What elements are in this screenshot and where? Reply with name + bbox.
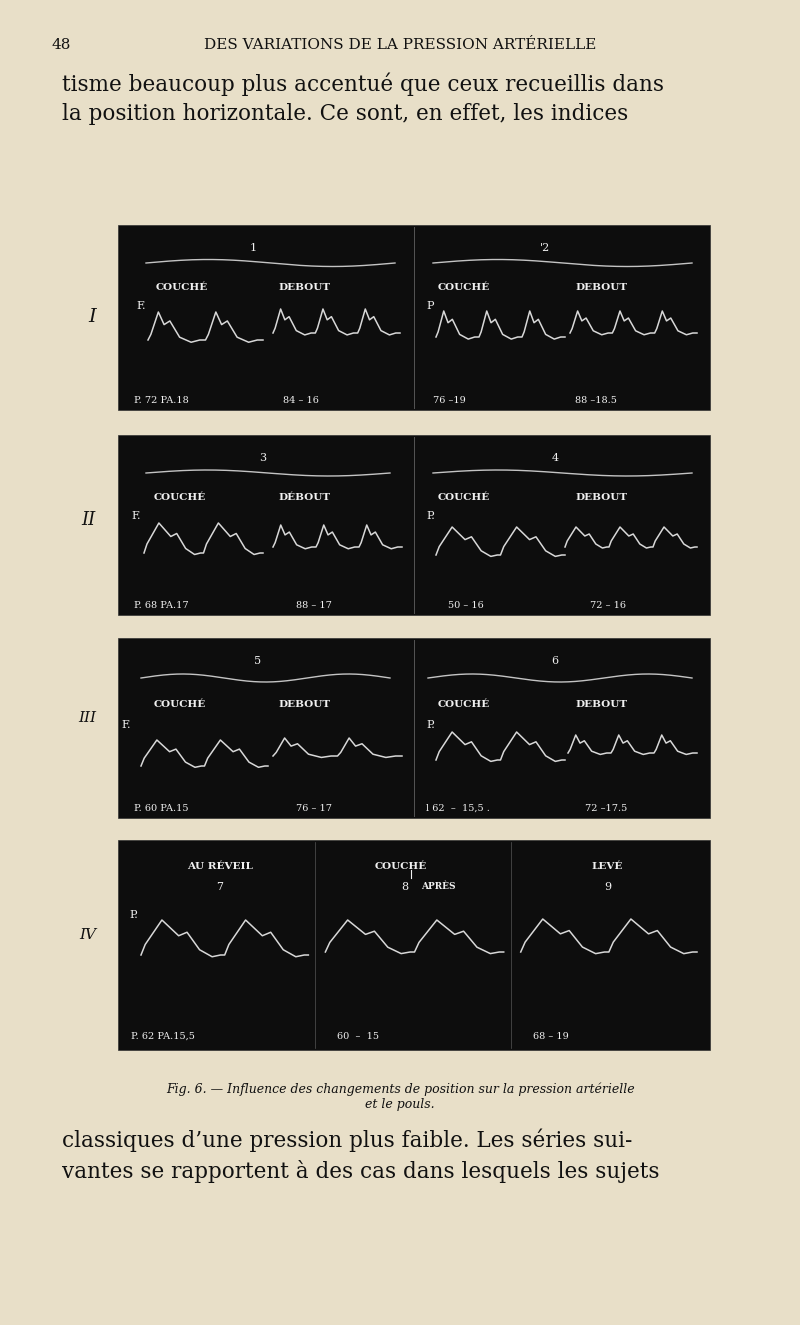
Text: 88 –18.5: 88 –18.5 [575,396,617,405]
Text: DEBOUT: DEBOUT [278,284,330,292]
Text: 3: 3 [259,453,266,462]
Text: 76 – 17: 76 – 17 [296,804,332,814]
Text: 72 –17.5: 72 –17.5 [585,804,627,814]
Text: 48: 48 [52,38,71,52]
Text: 4: 4 [551,453,558,462]
Text: DEBOUT: DEBOUT [575,493,627,502]
Text: II: II [82,511,96,529]
Text: 72 – 16: 72 – 16 [590,602,626,610]
Text: COUCHÉ: COUCHÉ [438,700,490,709]
Text: et le pouls.: et le pouls. [365,1098,435,1110]
Text: DÉBOUT: DÉBOUT [278,493,330,502]
Text: 50 – 16: 50 – 16 [448,602,484,610]
Text: tisme beaucoup plus accentué que ceux recueillis dans: tisme beaucoup plus accentué que ceux re… [62,72,664,95]
Text: IV: IV [79,927,96,942]
Text: 68 – 19: 68 – 19 [533,1032,569,1041]
Text: 60  –  15: 60 – 15 [338,1032,379,1041]
Text: la position horizontale. Ce sont, en effet, les indices: la position horizontale. Ce sont, en eff… [62,103,628,125]
Text: 9: 9 [604,882,611,892]
Text: COUCHÉ: COUCHÉ [438,284,490,292]
Text: 1: 1 [250,242,257,253]
Text: 76 –19: 76 –19 [433,396,466,405]
Bar [118,639,710,818]
Text: COUCHÉ: COUCHÉ [375,863,427,871]
Text: 7: 7 [216,882,223,892]
Text: AU RÉVEIL: AU RÉVEIL [186,863,253,871]
Text: III: III [78,712,96,725]
Text: COUCHÉ: COUCHÉ [154,493,206,502]
Text: P: P [426,301,434,311]
Text: Fig. 6. — Influence des changements de position sur la pression artérielle: Fig. 6. — Influence des changements de p… [166,1083,634,1096]
Text: vantes se rapportent à des cas dans lesquels les sujets: vantes se rapportent à des cas dans lesq… [62,1159,659,1183]
Text: I: I [88,307,96,326]
Text: 5: 5 [254,656,262,666]
Text: P. 60 PA.15: P. 60 PA.15 [134,804,189,814]
Bar [118,435,710,615]
Text: F.: F. [121,719,130,730]
Text: F.: F. [131,511,141,521]
Text: 84 – 16: 84 – 16 [283,396,319,405]
Text: APRÈS: APRÈS [421,882,455,890]
Text: DEBOUT: DEBOUT [575,284,627,292]
Text: P. 68 PA.17: P. 68 PA.17 [134,602,189,610]
Text: F.: F. [136,301,146,311]
Text: 88 – 17: 88 – 17 [296,602,332,610]
Bar [118,225,710,409]
Text: COUCHÉ: COUCHÉ [154,700,206,709]
Text: DEBOUT: DEBOUT [575,700,627,709]
Text: DEBOUT: DEBOUT [278,700,330,709]
Text: P. 72 PA.18: P. 72 PA.18 [134,396,189,405]
Bar [118,840,710,1049]
Text: 8: 8 [402,882,409,892]
Text: P.: P. [129,910,138,920]
Text: COUCHÉ: COUCHÉ [438,493,490,502]
Text: COUCHÉ: COUCHÉ [156,284,208,292]
Text: LEVÉ: LEVÉ [592,863,623,871]
Text: 6: 6 [551,656,558,666]
Text: DES VARIATIONS DE LA PRESSION ARTÉRIELLE: DES VARIATIONS DE LA PRESSION ARTÉRIELLE [204,38,596,52]
Text: l 62  –  15,5 .: l 62 – 15,5 . [426,804,490,814]
Text: P.: P. [426,719,434,730]
Text: P.: P. [426,511,434,521]
Text: '2: '2 [540,242,550,253]
Text: P. 62 PA.15,5: P. 62 PA.15,5 [131,1032,195,1041]
Text: classiques d’une pression plus faible. Les séries sui-: classiques d’une pression plus faible. L… [62,1128,632,1151]
